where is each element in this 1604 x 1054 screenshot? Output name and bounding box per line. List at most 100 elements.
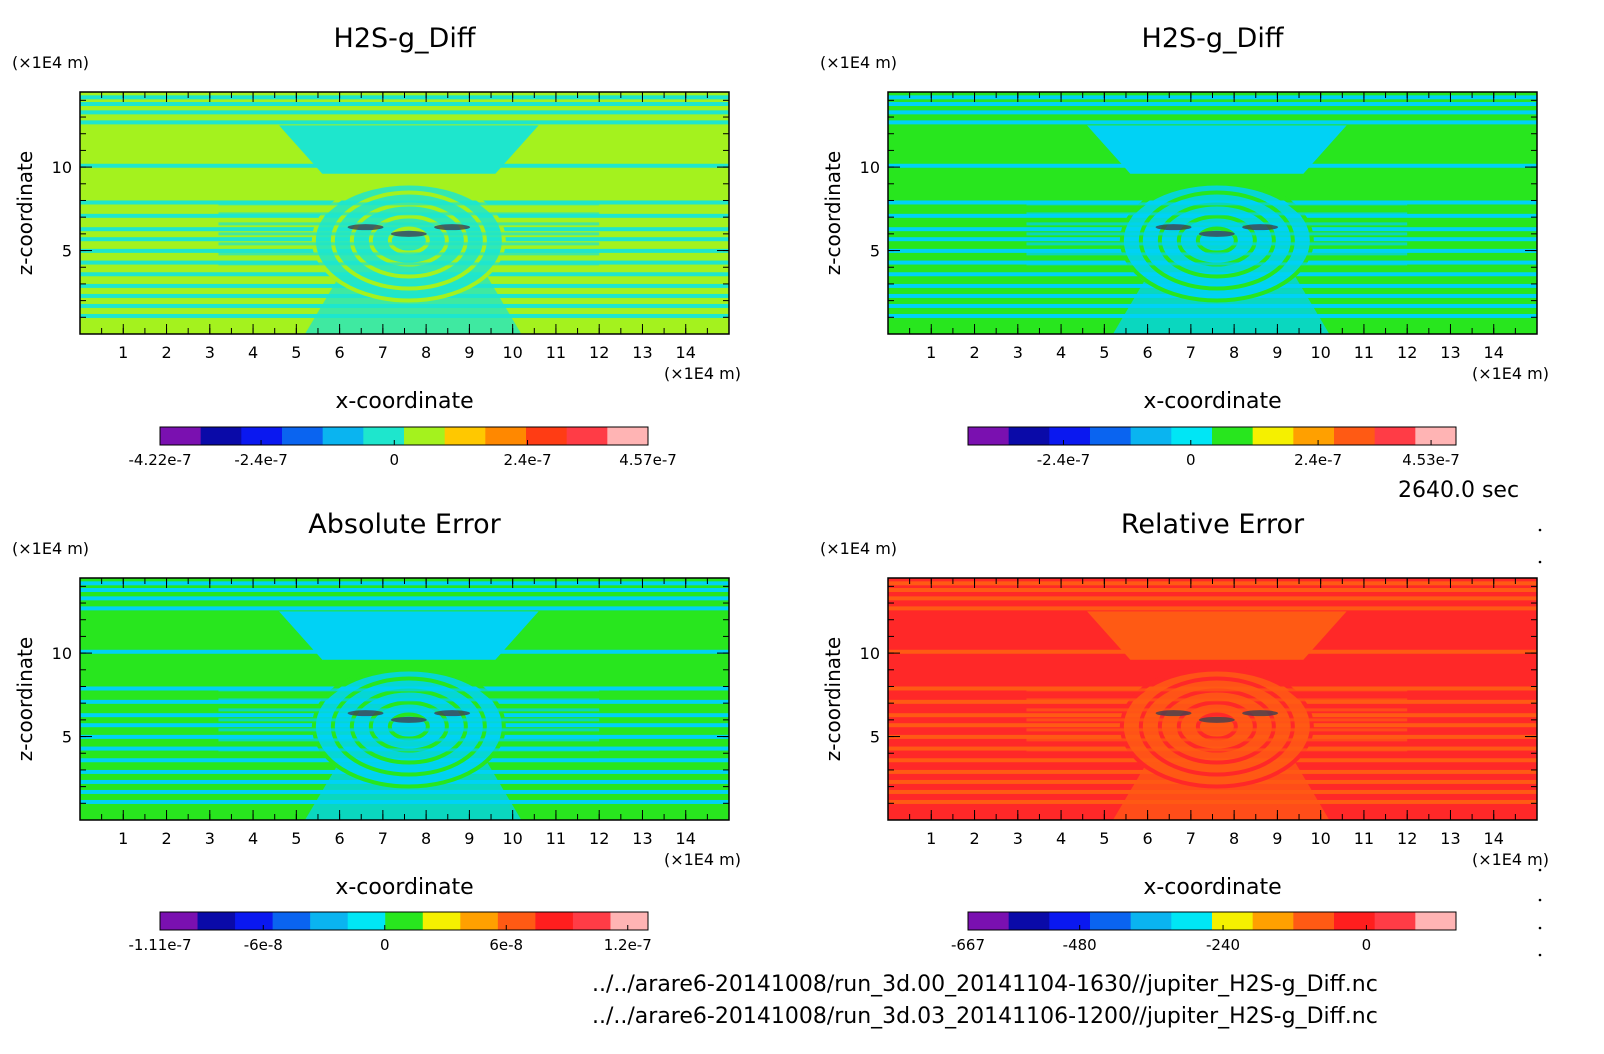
colorbar-segment — [1008, 427, 1050, 445]
colorbar-label: 0 — [1186, 451, 1196, 469]
y-tick-label: 10 — [52, 644, 72, 663]
colorbar-segment — [460, 912, 499, 930]
x-tick-label: 12 — [1397, 829, 1417, 848]
contour-region-lower — [304, 761, 522, 820]
colorbar-segment — [1049, 912, 1091, 930]
colorbar-segment — [572, 912, 611, 930]
x-tick-label: 8 — [1229, 343, 1239, 362]
x-unit-label: (×1E4 m) — [1472, 364, 1549, 383]
colorbar-label: -2.4e-7 — [234, 451, 287, 469]
contour-band — [888, 102, 1537, 107]
wave-ring — [330, 190, 487, 291]
contour-feature — [390, 716, 427, 723]
wave-ring — [311, 664, 506, 789]
x-tick-label: 3 — [1013, 343, 1023, 362]
x-tick-label: 9 — [464, 343, 474, 362]
contour-feature — [1242, 710, 1279, 717]
colorbar-segment — [200, 427, 242, 445]
contour-region-upper — [1087, 611, 1347, 660]
contour-band — [888, 606, 1537, 611]
colorbar-segment — [241, 427, 283, 445]
x-tick-label: 7 — [1186, 343, 1196, 362]
colorbar-segment — [235, 912, 274, 930]
x-tick-label: 6 — [335, 343, 345, 362]
x-tick-label: 2 — [969, 829, 979, 848]
contour-feature — [1155, 710, 1192, 717]
colorbar-label: -6e-8 — [244, 936, 283, 954]
colorbar-segment — [272, 912, 311, 930]
contour-feature — [434, 710, 471, 717]
colorbar-segment — [1252, 912, 1294, 930]
colorbar-segment — [322, 427, 364, 445]
colorbar-segment — [1374, 427, 1416, 445]
x-tick-label: 12 — [589, 829, 609, 848]
x-tick-label: 7 — [378, 829, 388, 848]
x-tick-label: 10 — [502, 829, 522, 848]
x-unit-label: (×1E4 m) — [664, 850, 741, 869]
x-tick-label: 13 — [632, 829, 652, 848]
x-tick-label: 4 — [248, 343, 258, 362]
wave-ring — [1138, 676, 1295, 777]
colorbar-segment — [363, 427, 405, 445]
y-axis-label: z-coordinate — [821, 151, 845, 275]
x-tick-label: 6 — [335, 829, 345, 848]
x-tick-label: 2 — [969, 343, 979, 362]
colorbar-segment — [1293, 427, 1335, 445]
contour-band — [80, 102, 729, 107]
colorbar-label: 6e-8 — [489, 936, 523, 954]
colorbar-segment — [1049, 427, 1091, 445]
contour-feature — [347, 710, 384, 717]
contour-band — [80, 596, 729, 601]
margin-dot — [1538, 953, 1542, 957]
chart-panel: Absolute Error(×1E4 m)1 2 3 4 5 6 7 8 9 10 11 12 13 1… — [12, 509, 741, 954]
colorbar-segment — [1090, 427, 1132, 445]
wave-ring — [1138, 190, 1295, 291]
colorbar-segment — [526, 427, 568, 445]
x-tick-label: 9 — [464, 829, 474, 848]
colorbar-segment — [160, 427, 202, 445]
colorbar-label: -240 — [1206, 936, 1240, 954]
contour-band — [888, 120, 1537, 125]
y-tick-label: 10 — [860, 158, 880, 177]
x-axis-label: x-coordinate — [335, 389, 473, 414]
x-tick-label: 4 — [1056, 829, 1066, 848]
colorbar-segment — [1334, 427, 1376, 445]
colorbar-segment — [347, 912, 386, 930]
colorbar-segment — [1171, 427, 1213, 445]
y-axis-label: z-coordinate — [13, 637, 37, 761]
x-unit-label: (×1E4 m) — [1472, 850, 1549, 869]
contour-band — [888, 596, 1537, 601]
y-unit-label: (×1E4 m) — [12, 53, 89, 72]
margin-dot — [1538, 528, 1542, 532]
contour-feature — [1198, 716, 1235, 723]
plot-area — [80, 92, 729, 334]
colorbar-label: 0 — [380, 936, 390, 954]
colorbar-frame — [967, 426, 1457, 446]
colorbar-segment — [1212, 912, 1254, 930]
colorbar-label: 2.4e-7 — [504, 451, 552, 469]
time-label: 2640.0 sec — [1398, 478, 1520, 503]
x-tick-label: 7 — [378, 343, 388, 362]
x-tick-label: 10 — [502, 343, 522, 362]
wave-ring — [311, 178, 506, 303]
colorbar-label: -480 — [1063, 936, 1097, 954]
chart-title: H2S-g_Diff — [334, 23, 477, 54]
x-tick-label: 1 — [926, 829, 936, 848]
x-tick-label: 2 — [161, 829, 171, 848]
contour-region-upper — [279, 125, 539, 174]
x-tick-label: 9 — [1272, 829, 1282, 848]
x-tick-label: 13 — [632, 343, 652, 362]
margin-dot — [1538, 926, 1542, 930]
colorbar-segment — [1171, 912, 1213, 930]
chart-panel: H2S-g_Diff(×1E4 m)1 2 3 4 5 6 7 8 9 10 11 12 13 14(×1… — [820, 23, 1549, 469]
colorbar-segment — [968, 912, 1010, 930]
colorbar-segment — [1212, 427, 1254, 445]
colorbar-frame — [159, 911, 649, 931]
y-tick-label: 5 — [870, 728, 880, 747]
y-tick-label: 10 — [860, 644, 880, 663]
colorbar-segment — [310, 912, 349, 930]
contour-band — [80, 606, 729, 611]
colorbar-label: -2.4e-7 — [1037, 451, 1090, 469]
x-tick-label: 8 — [421, 829, 431, 848]
contour-feature — [390, 230, 427, 237]
